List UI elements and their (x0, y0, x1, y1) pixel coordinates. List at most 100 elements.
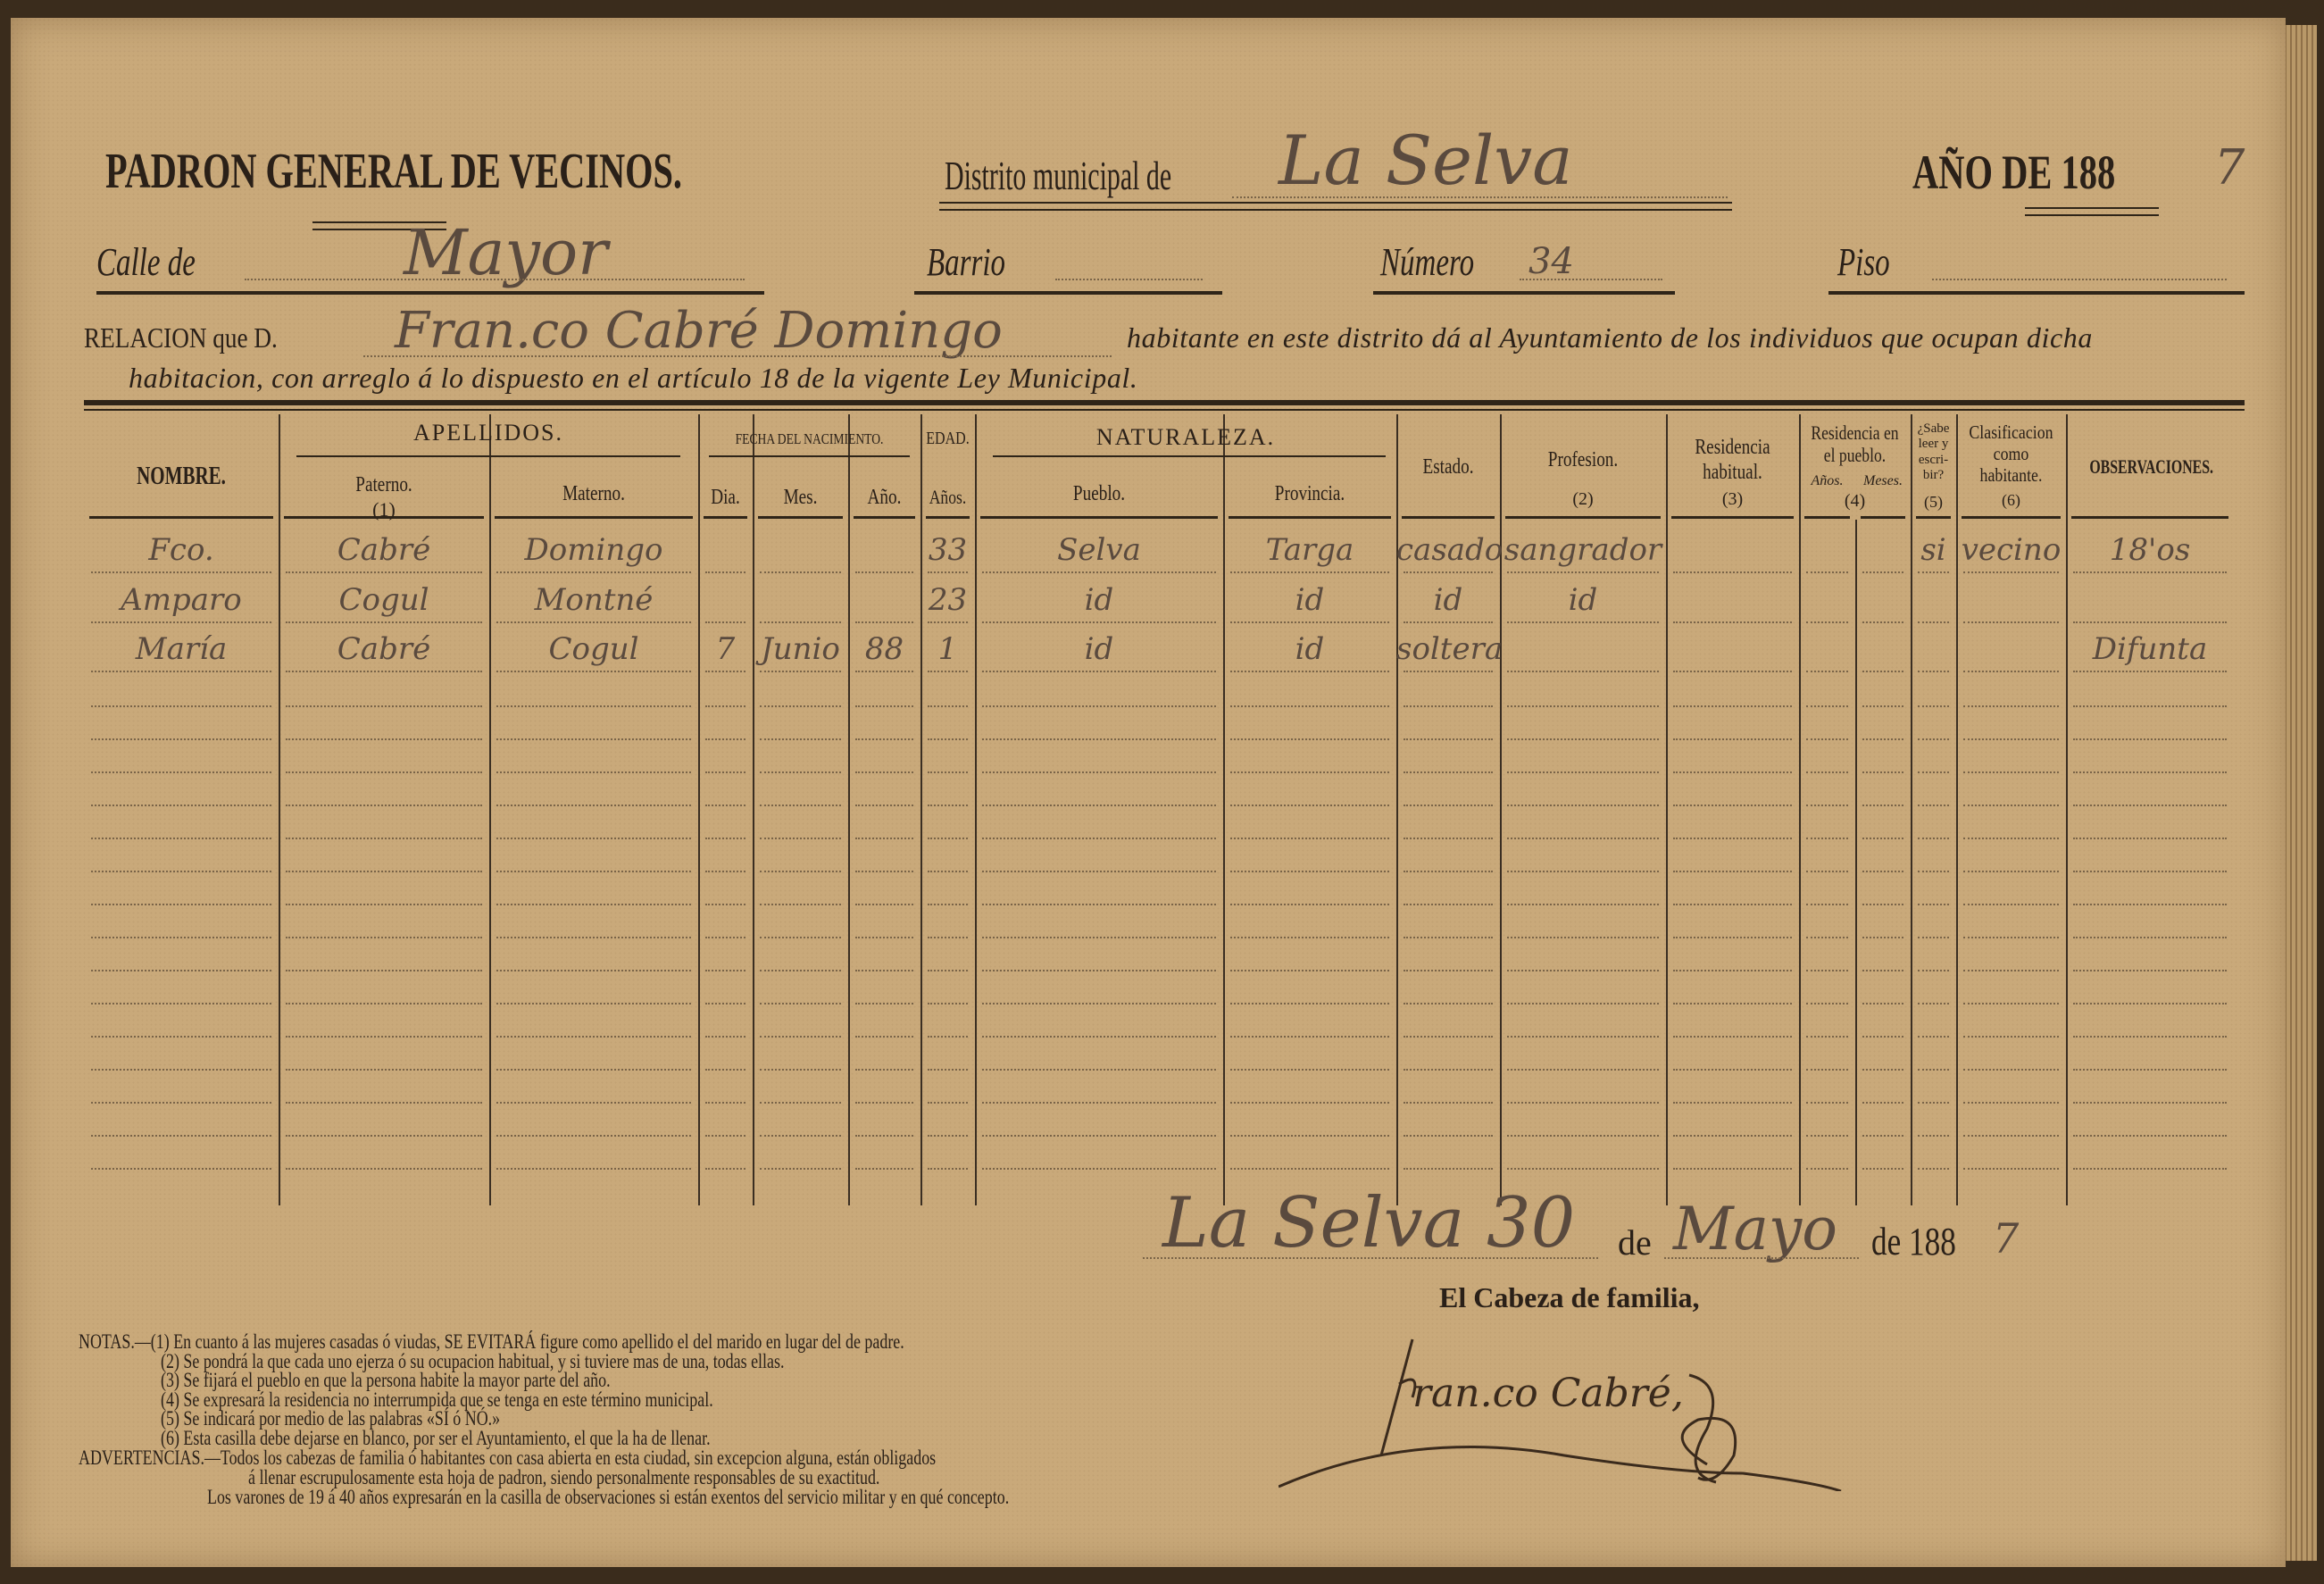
row-rule (1862, 937, 1903, 938)
row-rule (91, 871, 271, 872)
relacion-text-2: habitacion, con arreglo á lo dispuesto e… (129, 362, 1138, 394)
row-rule (760, 871, 841, 872)
row-rule (855, 705, 913, 707)
row-rule (1918, 621, 1949, 623)
row-rule (1963, 671, 2059, 672)
note-item: (4) Se expresará la residencia no interr… (161, 1388, 869, 1412)
note-item-text: (4) Se expresará la residencia no interr… (161, 1388, 713, 1411)
row-rule (2073, 771, 2227, 773)
row-rule (928, 1135, 968, 1137)
header-underline (1671, 516, 1794, 519)
cell-nombre: Amparo (121, 582, 242, 618)
cell-estado: soltera (1396, 631, 1504, 667)
row-rule (1673, 871, 1792, 872)
row-rule (1673, 937, 1792, 938)
row-rule (1963, 805, 2059, 806)
row-rule (1918, 805, 1949, 806)
note-item: (2) Se pondrá la que cada uno ejerza ó s… (161, 1350, 960, 1373)
row-rule (1230, 771, 1389, 773)
row-rule (91, 937, 271, 938)
apellidos-ornament (296, 455, 680, 457)
row-rule (1918, 571, 1949, 573)
row-rule (1507, 671, 1659, 672)
row-rule (705, 838, 746, 839)
column-divider (975, 414, 977, 1205)
row-rule (2073, 838, 2227, 839)
cell-paterno: Cogul (338, 582, 429, 618)
row-rule (2073, 970, 2227, 971)
row-rule (1862, 1168, 1903, 1170)
number-label: Número (1380, 239, 1505, 285)
row-rule (1918, 1102, 1949, 1104)
column-divider (1666, 414, 1668, 1205)
row-rule (1507, 1036, 1659, 1038)
row-rule (760, 1069, 841, 1071)
row-rule (928, 738, 968, 740)
header-residencia_pueblo_note: (4) (1844, 491, 1866, 511)
row-rule (1862, 771, 1903, 773)
number-label-text: Número (1380, 240, 1475, 284)
row-rule (1963, 1102, 2059, 1104)
row-rule (1404, 838, 1493, 839)
date-year-label-text: de 188 (1871, 1220, 1956, 1263)
row-rule (855, 805, 913, 806)
relacion-text-1: habitante en este distrito dá al Ayuntam… (1127, 321, 2093, 354)
relacion-label-text: RELACION que D. (84, 321, 278, 354)
row-rule (286, 904, 482, 905)
row-rule (1230, 1003, 1389, 1005)
row-rule (496, 571, 691, 573)
row-rule (855, 1036, 913, 1038)
row-rule (705, 970, 746, 971)
column-divider (279, 414, 280, 1205)
row-rule (982, 871, 1216, 872)
row-rule (760, 671, 841, 672)
header-underline (980, 516, 1218, 519)
row-rule (1673, 838, 1792, 839)
row-rule (1507, 970, 1659, 971)
row-rule (1963, 1135, 2059, 1137)
row-rule (286, 1036, 482, 1038)
row-rule (1918, 771, 1949, 773)
row-rule (496, 1102, 691, 1104)
page-stack-edge (2281, 25, 2317, 1561)
row-rule (91, 621, 271, 623)
row-rule (1806, 571, 1848, 573)
row-rule (286, 838, 482, 839)
row-rule (2073, 1102, 2227, 1104)
header-residencia: Residencia habitual. (1695, 436, 1770, 484)
row-rule (928, 1102, 968, 1104)
note-item-text: (3) Se fijará el pueblo en que la person… (161, 1369, 611, 1391)
row-rule (760, 571, 841, 573)
row-rule (1507, 904, 1659, 905)
cell-nombre: Fco. (148, 532, 214, 568)
table-top-rule (84, 400, 2245, 405)
note-item: (5) Se indicará por medio de las palabra… (161, 1407, 596, 1430)
header-underline (1861, 516, 1905, 519)
row-rule (982, 904, 1216, 905)
row-rule (760, 771, 841, 773)
row-rule (286, 805, 482, 806)
row-rule (91, 970, 271, 971)
table-top-rule-thin (84, 409, 2245, 411)
row-rule (1673, 738, 1792, 740)
date-year-value: 7 (1993, 1214, 2020, 1263)
cell-provincia: id (1295, 631, 1325, 667)
row-rule (705, 705, 746, 707)
row-rule (1230, 970, 1389, 971)
row-rule (1918, 838, 1949, 839)
form-title-text: PADRON GENERAL DE VECINOS. (105, 144, 682, 199)
row-rule (2073, 1135, 2227, 1137)
row-rule (982, 771, 1216, 773)
row-rule (1963, 1003, 2059, 1005)
row-rule (760, 937, 841, 938)
header-underline (284, 516, 484, 519)
cell-materno: Montné (534, 582, 654, 618)
row-rule (1673, 1036, 1792, 1038)
header-underline (854, 516, 915, 519)
header-sabe: ¿Sabe leer y escri-bir? (1917, 421, 1950, 482)
row-rule (2073, 1003, 2227, 1005)
row-rule (1862, 904, 1903, 905)
row-rule (928, 621, 968, 623)
row-rule (1862, 738, 1903, 740)
row-rule (1673, 904, 1792, 905)
